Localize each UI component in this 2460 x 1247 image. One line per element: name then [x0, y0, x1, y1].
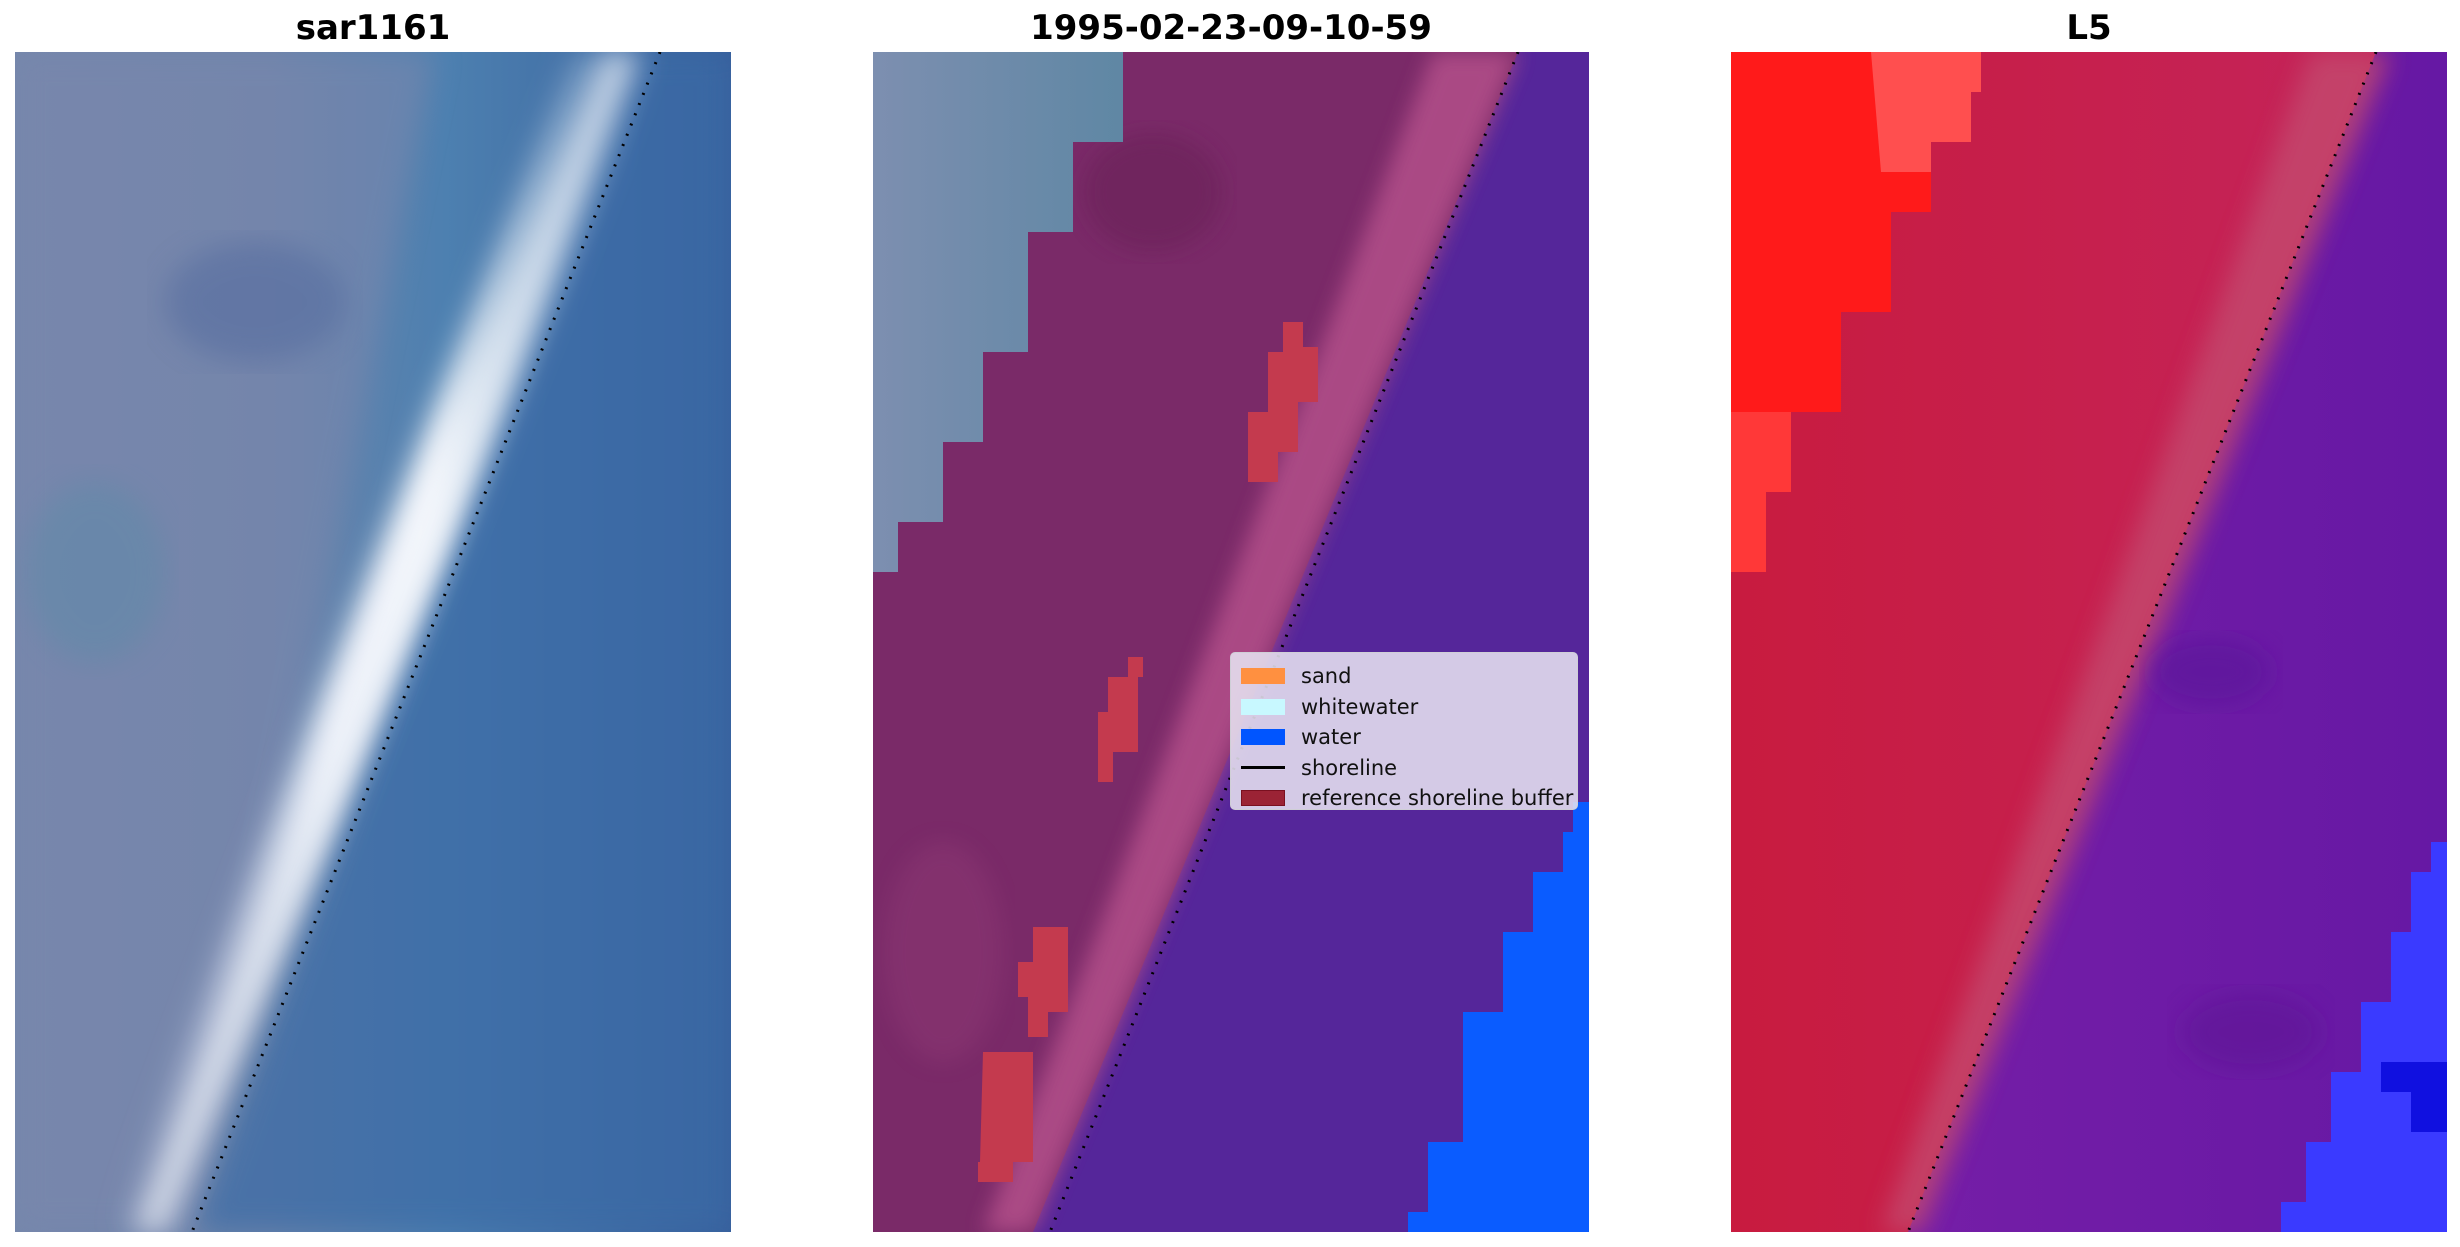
legend-label: sand [1301, 664, 1352, 689]
panel-title-classification: 1995-02-23-09-10-59 [1030, 8, 1432, 48]
legend-item-reference-buffer: reference shoreline buffer [1241, 783, 1573, 814]
rgb-image [15, 52, 731, 1232]
classification-image [873, 52, 1589, 1232]
ndwi-panel [1731, 52, 2447, 1232]
legend-item-shoreline: shoreline [1241, 753, 1567, 784]
legend-item-water: water [1241, 722, 1567, 753]
whitewater-swatch [1241, 698, 1285, 715]
legend-label: reference shoreline buffer [1301, 786, 1574, 811]
panel-title-ndwi: L5 [2066, 8, 2112, 48]
shoreline-line-swatch [1241, 766, 1285, 770]
classification-panel [873, 52, 1589, 1232]
panel-title-rgb: sar1161 [295, 8, 451, 48]
legend-label: whitewater [1301, 694, 1419, 719]
legend-label: water [1301, 725, 1361, 750]
legend-item-sand: sand [1241, 661, 1567, 692]
buffer-swatch [1241, 790, 1285, 807]
legend: sand whitewater water shoreline referenc… [1230, 652, 1578, 810]
water-swatch [1241, 729, 1285, 746]
sand-swatch [1241, 668, 1285, 685]
ndwi-image [1731, 52, 2447, 1232]
legend-item-whitewater: whitewater [1241, 692, 1567, 723]
rgb-image-panel [15, 52, 731, 1232]
legend-label: shoreline [1301, 755, 1398, 780]
